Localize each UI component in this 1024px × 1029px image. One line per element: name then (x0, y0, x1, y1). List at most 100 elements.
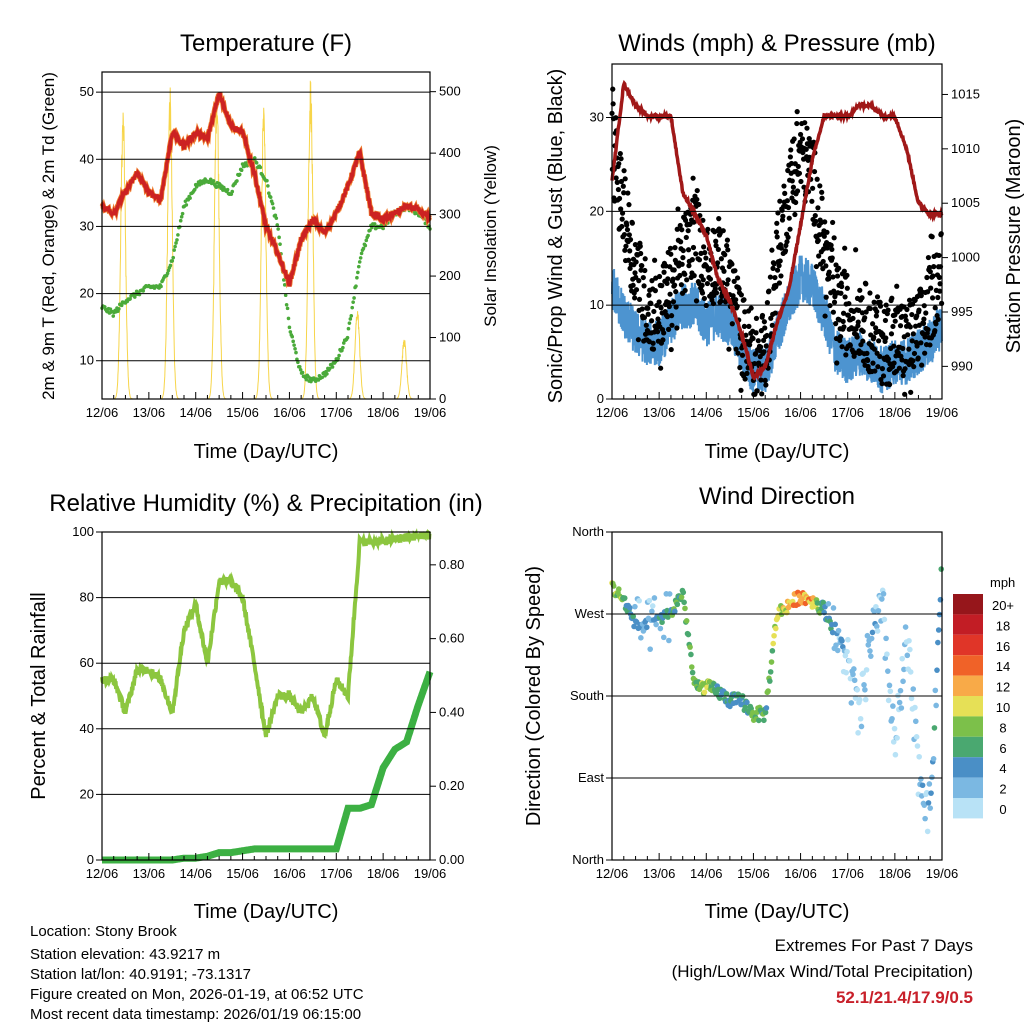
wind-gust-point (659, 283, 665, 289)
wind-gust-point (642, 256, 648, 262)
wind-gust-point (632, 295, 638, 301)
wind-gust-point (742, 376, 748, 382)
wind-direction-point (680, 589, 687, 596)
wind-gust-point (870, 360, 876, 366)
wind-direction-point (772, 625, 779, 632)
colorbar-swatch (953, 798, 983, 819)
humidity-x-tick-label: 18/06 (367, 866, 400, 881)
wind-gust-point (878, 376, 884, 383)
wind-direction-y-tick-label: West (575, 606, 605, 621)
wind-gust-point (925, 327, 931, 333)
wind-direction-x-tick-label: 13/06 (643, 866, 676, 881)
wind-gust-point (693, 298, 700, 304)
wind-direction-point (862, 696, 869, 703)
wind-gust-point (763, 343, 769, 349)
wind-gust-point (766, 288, 772, 294)
dewpoint-point (180, 211, 185, 216)
wind-gust-point (813, 218, 819, 224)
extremes-title: Extremes For Past 7 Days (775, 936, 973, 955)
dewpoint-point (211, 179, 216, 183)
dewpoint-point (352, 296, 356, 300)
wind-direction-point (839, 638, 845, 644)
wind-gust-point (788, 147, 794, 153)
wind-gust-point (834, 273, 841, 279)
station-info: Location: Stony Brook Station elevation:… (30, 923, 364, 1023)
dewpoint-point (287, 325, 292, 330)
temperature-panel: Temperature (F) Time (Day/UTC) 2m & 9m T… (39, 30, 500, 463)
wind-direction-point (926, 781, 933, 787)
wind-gust-point (771, 261, 777, 267)
temperature-y-right-tick-label: 0 (439, 391, 446, 406)
wind-direction-point (763, 705, 770, 711)
temperature-x-tick-label: 18/06 (367, 405, 400, 420)
wind-direction-point (784, 609, 790, 616)
wind-gust-point (762, 325, 768, 331)
wind-gust-point (876, 338, 882, 344)
humidity-x-tick-label: 19/06 (414, 866, 447, 881)
wind-direction-point (701, 689, 708, 696)
wind-gust-point (924, 274, 930, 281)
wind-gust-point (890, 323, 896, 330)
wind-gust-point (626, 202, 632, 208)
winds-y-right-tick-label: 990 (951, 358, 973, 373)
dewpoint-point (273, 213, 278, 218)
wind-gust-point (847, 342, 853, 349)
wind-gust-point (651, 308, 657, 315)
wind-gust-point (838, 290, 844, 296)
wind-gust-point (920, 320, 927, 326)
colorbar-label: 16 (996, 639, 1010, 654)
wind-gust-point (701, 295, 708, 302)
wind-direction-point (682, 605, 688, 612)
wind-gust-point (794, 109, 800, 115)
dewpoint-point (288, 330, 293, 334)
temperature-x-tick-label: 17/06 (320, 405, 353, 420)
wind-gust-point (904, 306, 910, 313)
wind-gust-point (897, 323, 904, 329)
wind-gust-point (734, 303, 740, 309)
wind-gust-point (907, 324, 913, 330)
extremes-box: Extremes For Past 7 Days (High/Low/Max W… (672, 936, 973, 1007)
wind-gust-point (761, 319, 767, 325)
wind-direction-point (875, 607, 882, 614)
wind-gust-point (817, 183, 823, 189)
wind-gust-point (889, 295, 895, 301)
wind-direction-x-tick-label: 15/06 (737, 866, 770, 881)
wind-direction-point (890, 703, 896, 709)
wind-gust-point (831, 235, 837, 241)
wind-gust-point (844, 272, 850, 278)
winds-y-tick-label: 10 (590, 297, 604, 312)
wind-gust-point (685, 228, 691, 234)
wind-gust-point (664, 314, 671, 320)
dewpoint-point (372, 222, 377, 226)
wind-direction-point (688, 651, 694, 658)
wind-direction-point (897, 687, 904, 694)
colorbar-label: 18 (996, 618, 1010, 633)
colorbar-label: 0 (999, 802, 1006, 817)
colorbar-label: 14 (996, 659, 1010, 674)
wind-direction-point (850, 671, 856, 678)
wind-gust-point (684, 277, 690, 283)
colorbar-swatch (953, 594, 983, 615)
wind-gust-point (873, 325, 879, 331)
wind-gust-point (652, 257, 658, 263)
wind-direction-point (627, 604, 633, 611)
wind-direction-point (768, 659, 775, 665)
wind-gust-point (649, 318, 655, 324)
pressure-ylabel: Station Pressure (Maroon) (1003, 119, 1024, 354)
wind-gust-point (694, 187, 700, 194)
wind-gust-point (733, 297, 739, 303)
wind-gust-point (741, 297, 747, 303)
wind-gust-point (911, 364, 917, 370)
dewpoint-point (337, 353, 341, 358)
wind-gust-point (734, 275, 741, 281)
wind-gust-point (916, 307, 922, 313)
wind-gust-point (927, 269, 933, 275)
colorbar-label: 10 (996, 700, 1010, 715)
wind-gust-point (618, 178, 625, 185)
dewpoint-point (108, 307, 113, 311)
wind-gust-point (703, 255, 709, 261)
wind-direction-ylabel: Direction (Colored By Speed) (523, 566, 545, 826)
wind-gust-point (614, 179, 620, 185)
wind-gust-point (729, 261, 735, 267)
wind-direction-point (881, 616, 888, 623)
